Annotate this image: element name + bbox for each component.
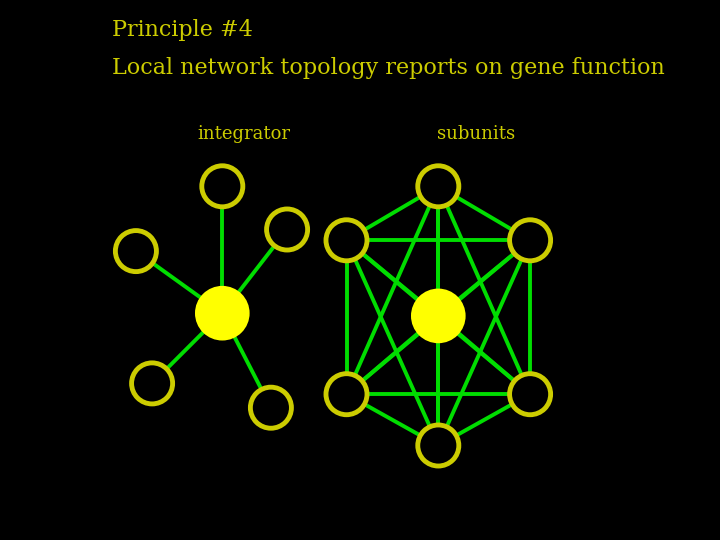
Circle shape: [326, 374, 367, 415]
Circle shape: [418, 166, 459, 207]
Circle shape: [132, 363, 173, 404]
Circle shape: [326, 220, 367, 261]
Circle shape: [115, 231, 156, 272]
Circle shape: [510, 374, 551, 415]
Circle shape: [197, 287, 248, 339]
Text: Principle #4: Principle #4: [112, 19, 253, 41]
Circle shape: [510, 220, 551, 261]
Circle shape: [251, 387, 292, 428]
Circle shape: [413, 290, 464, 342]
Text: integrator: integrator: [197, 125, 290, 143]
Circle shape: [266, 209, 307, 250]
Text: subunits: subunits: [437, 125, 516, 143]
Circle shape: [418, 425, 459, 466]
Text: Local network topology reports on gene function: Local network topology reports on gene f…: [112, 57, 665, 79]
Circle shape: [202, 166, 243, 207]
